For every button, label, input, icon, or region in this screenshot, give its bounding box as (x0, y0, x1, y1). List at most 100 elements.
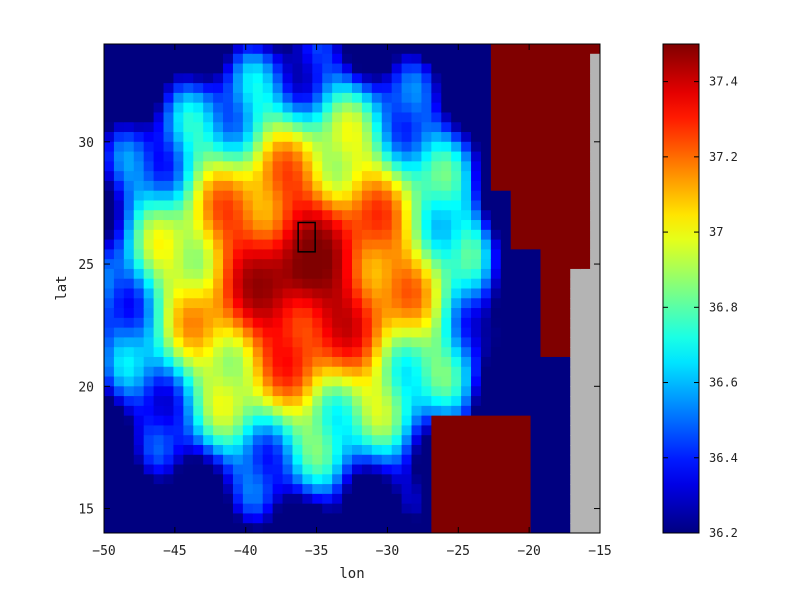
heatmap-cell (471, 278, 482, 290)
heatmap-cell (133, 259, 145, 270)
heatmap-cell (391, 44, 403, 55)
heatmap-cell (262, 161, 274, 172)
heatmap-cell (272, 190, 284, 202)
heatmap-cell (441, 239, 452, 250)
heatmap-cell (540, 268, 551, 280)
heatmap-cell (322, 474, 333, 485)
heatmap-cell (232, 317, 244, 329)
heatmap-cell (133, 454, 145, 466)
heatmap-cell (312, 220, 323, 231)
heatmap-cell (471, 73, 482, 84)
heatmap-cell (113, 347, 125, 358)
x-tick-label: −15 (588, 544, 611, 559)
heatmap-cell (560, 327, 571, 338)
heatmap-cell (461, 161, 472, 172)
heatmap-cell (560, 210, 571, 221)
heatmap-cell (242, 523, 254, 533)
heatmap-cell (401, 484, 413, 495)
heatmap-cell (510, 327, 522, 338)
heatmap-cell (500, 83, 512, 94)
heatmap-cell (411, 444, 423, 456)
heatmap-cell (371, 288, 383, 299)
heatmap-cell (490, 376, 502, 387)
heatmap-cell (490, 141, 502, 153)
heatmap-cell (580, 151, 591, 162)
heatmap-cell (262, 141, 274, 153)
heatmap-cell (590, 132, 600, 143)
heatmap-cell (510, 180, 522, 192)
heatmap-cell (352, 288, 363, 299)
heatmap-cell (540, 278, 551, 290)
heatmap-cell (272, 141, 284, 153)
heatmap-cell (510, 454, 522, 466)
heatmap-cell (282, 327, 294, 338)
heatmap-cell (213, 386, 224, 397)
heatmap-cell (282, 405, 294, 417)
heatmap-cell (133, 249, 145, 260)
heatmap-cell (113, 278, 125, 290)
heatmap-cell (352, 92, 363, 104)
heatmap-cell (520, 73, 532, 84)
heatmap-cell (163, 347, 175, 358)
heatmap-cell (123, 278, 135, 290)
heatmap-cell (342, 366, 353, 378)
heatmap-cell (500, 435, 512, 446)
heatmap-cell (193, 298, 204, 309)
heatmap-cell (540, 112, 551, 123)
heatmap-cell (580, 464, 591, 475)
heatmap-cell (133, 151, 145, 162)
heatmap-cell (500, 92, 512, 104)
heatmap-cell (143, 327, 155, 338)
heatmap-cell (540, 327, 551, 338)
heatmap-cell (580, 337, 591, 348)
heatmap-cell (302, 210, 313, 221)
heatmap-cell (401, 513, 413, 524)
heatmap-cell (411, 474, 423, 485)
heatmap-cell (451, 278, 462, 290)
heatmap-cell (223, 425, 234, 436)
heatmap-cell (361, 53, 373, 65)
heatmap-cell (342, 415, 353, 427)
heatmap-cell (361, 513, 373, 524)
heatmap-cell (113, 190, 125, 202)
heatmap-cell (232, 171, 244, 182)
heatmap-cell (322, 83, 333, 94)
heatmap-cell (371, 239, 383, 250)
heatmap-cell (252, 298, 264, 309)
plot-frame (103, 43, 601, 534)
heatmap-cell (302, 268, 313, 280)
heatmap-cell (520, 493, 532, 505)
heatmap-cell (213, 278, 224, 290)
heatmap-cell (143, 405, 155, 417)
heatmap-cell (441, 513, 452, 524)
heatmap-cell (590, 298, 600, 309)
heatmap-cell (580, 180, 591, 192)
heatmap-cell (540, 444, 551, 456)
heatmap-cell (322, 171, 333, 182)
heatmap-cell (242, 63, 254, 74)
heatmap-cell (203, 523, 214, 533)
heatmap-cell (312, 278, 323, 290)
heatmap-cell (361, 523, 373, 533)
heatmap-cell (550, 63, 561, 74)
heatmap-cell (183, 239, 194, 250)
heatmap-cell (490, 151, 502, 162)
heatmap-cell (292, 298, 303, 309)
heatmap-cell (104, 229, 115, 241)
heatmap-cell (471, 161, 482, 172)
heatmap-cell (252, 249, 264, 260)
heatmap-cell (332, 83, 343, 94)
heatmap-cell (104, 327, 115, 338)
heatmap-cell (193, 44, 204, 55)
heatmap-cell (173, 425, 184, 436)
heatmap-cell (312, 298, 323, 309)
heatmap-cell (213, 435, 224, 446)
heatmap-cell (471, 53, 482, 65)
heatmap-cell (312, 132, 323, 143)
heatmap-cell (302, 63, 313, 74)
heatmap-cell (471, 151, 482, 162)
heatmap-cell (480, 210, 492, 221)
heatmap-cell (104, 484, 115, 495)
heatmap-cell (580, 122, 591, 133)
heatmap-cell (421, 190, 432, 202)
